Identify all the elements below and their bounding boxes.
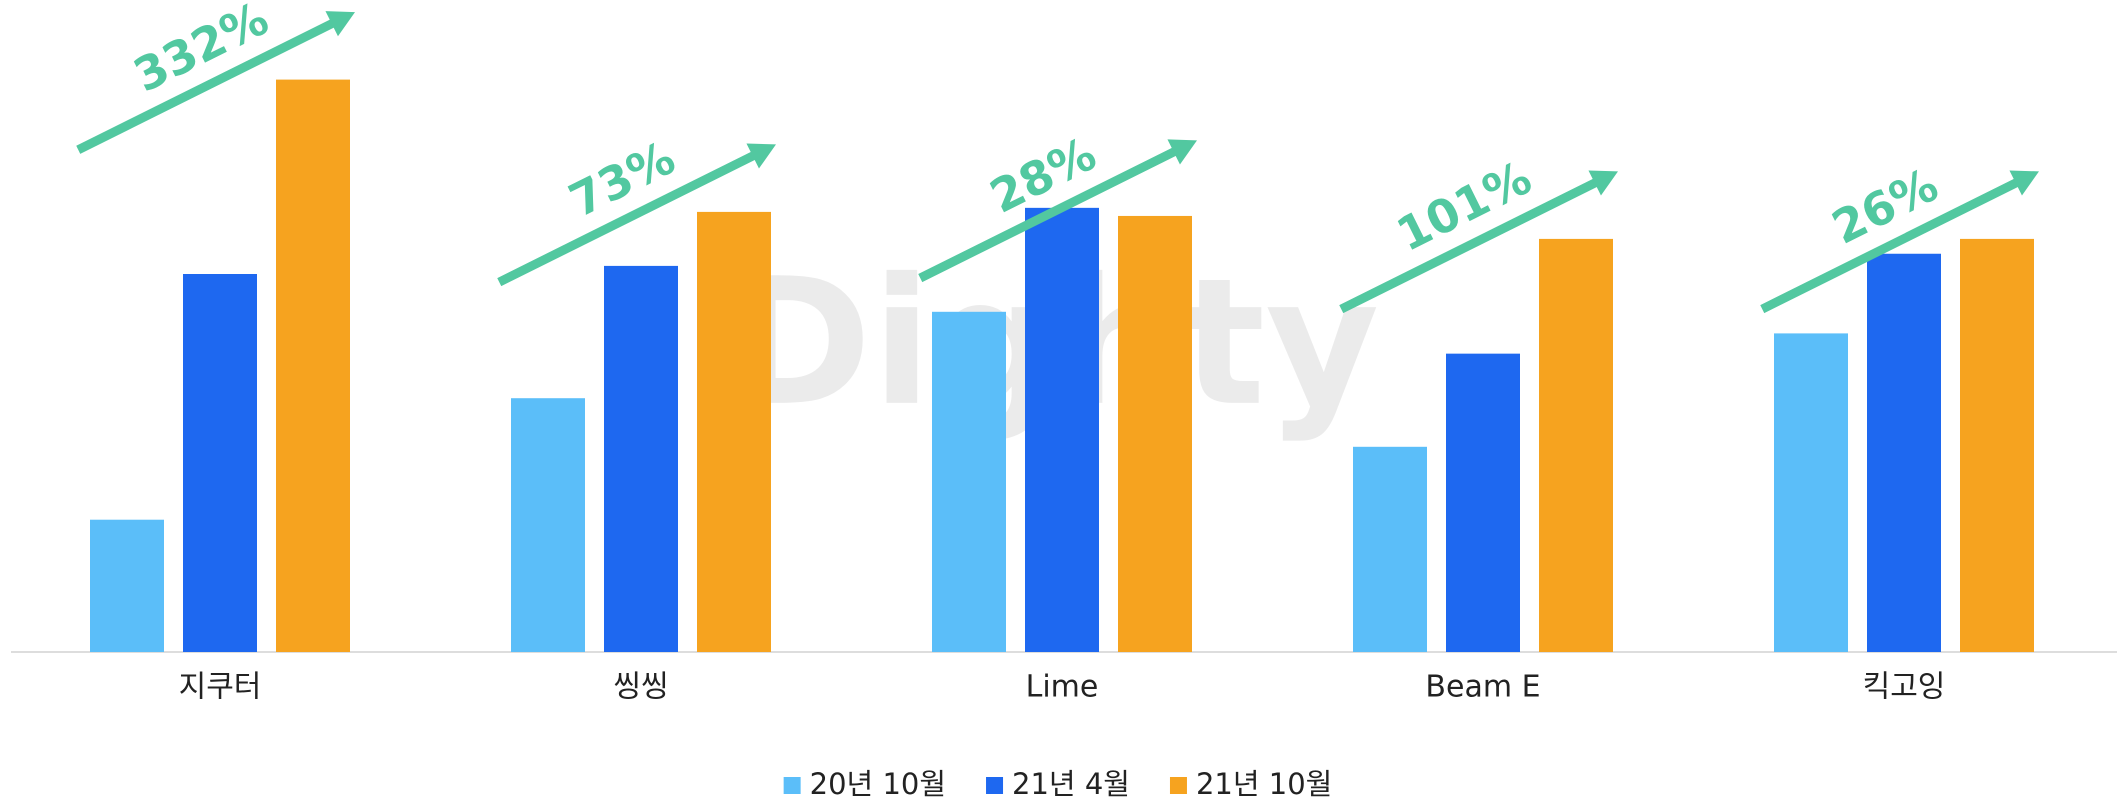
bar: [697, 211, 771, 652]
legend-label: 21년 10월: [1196, 767, 1332, 801]
bar: [183, 274, 257, 652]
bar: [604, 265, 678, 652]
x-tick-label: 지쿠터: [179, 670, 262, 705]
growth-arrow: [1339, 172, 1610, 314]
legend-label: 20년 10월: [810, 767, 946, 801]
bar: [1025, 207, 1099, 652]
legend: 20년 10월 21년 4월 21년 10월: [783, 767, 1332, 801]
bar: [1118, 215, 1192, 652]
arrow-head: [746, 143, 776, 169]
x-tick-label: 씽씽: [613, 670, 668, 705]
x-tick-label: Lime: [1026, 670, 1099, 705]
legend-swatch: [1169, 777, 1187, 794]
growth-label: 73%: [561, 130, 684, 227]
bar: [90, 519, 164, 652]
bar: [1353, 446, 1427, 652]
arrow-head: [1588, 170, 1618, 196]
legend-swatch: [986, 777, 1004, 794]
bar: [932, 311, 1006, 652]
bar: [1867, 253, 1941, 652]
bar: [511, 398, 585, 652]
bar: [276, 79, 350, 653]
x-tick-label: Beam E: [1425, 670, 1540, 705]
growth-arrow: [497, 145, 768, 287]
arrow-head: [325, 11, 355, 37]
bar: [1774, 333, 1848, 652]
bar: [1539, 238, 1613, 652]
growth-arrow: [1760, 172, 2031, 314]
arrow-head: [2009, 170, 2039, 196]
growth-arrow: [76, 13, 347, 154]
arrow-head: [1167, 139, 1197, 165]
bar: [1960, 238, 2034, 652]
legend-swatch: [783, 777, 801, 794]
growth-label: 26%: [1824, 157, 1947, 254]
bar: [1446, 353, 1520, 652]
growth-arrow: [918, 141, 1189, 283]
x-tick-label: 킥고잉: [1863, 670, 1946, 705]
legend-label: 21년 4월: [1012, 767, 1130, 801]
